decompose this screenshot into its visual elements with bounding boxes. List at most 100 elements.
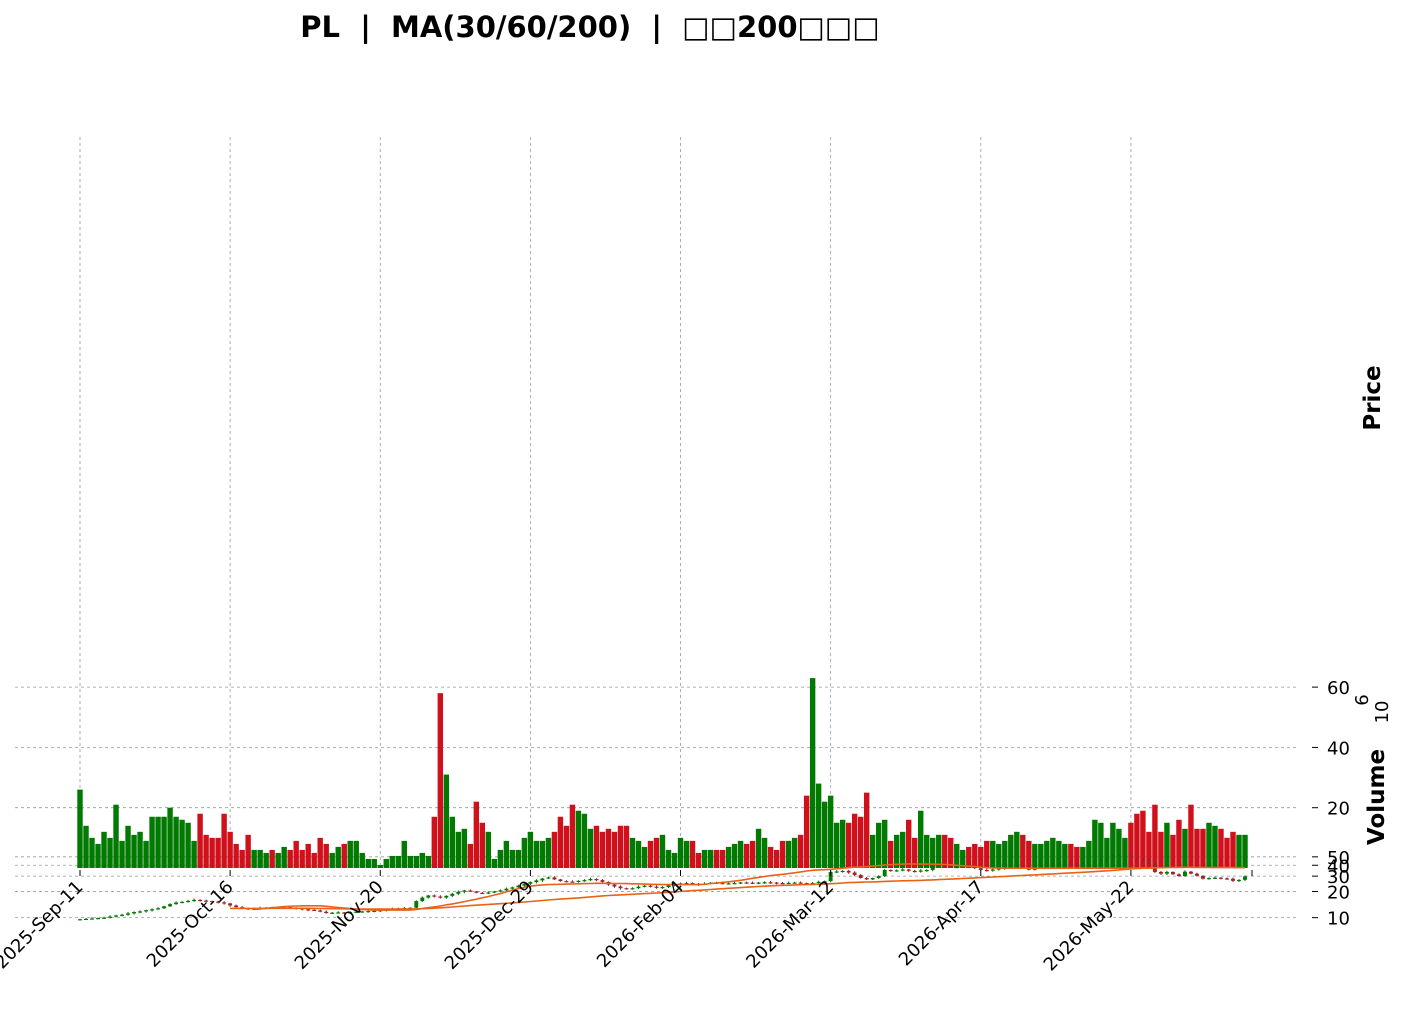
volume-bar <box>377 864 383 868</box>
candle-body <box>882 869 887 877</box>
candle-body <box>852 872 857 875</box>
candle-body <box>114 915 118 917</box>
candle-body <box>612 884 617 887</box>
volume-bar <box>1140 810 1146 868</box>
candle-body <box>1074 863 1079 865</box>
ma-long-line <box>230 866 1245 910</box>
volume-bar <box>1038 843 1044 868</box>
candle-body <box>984 869 989 872</box>
volume-bar <box>1092 819 1098 868</box>
volume-bar <box>1098 822 1104 868</box>
candle-body <box>876 876 881 879</box>
volume-bar <box>455 831 462 868</box>
moving-average-lines <box>230 863 1245 911</box>
candle-body <box>870 878 875 880</box>
volume-bar <box>323 843 329 868</box>
volume-bar <box>623 825 630 868</box>
volume-bar <box>131 834 137 868</box>
candle-body <box>144 910 149 912</box>
volume-bar <box>954 843 960 868</box>
candle-body <box>534 880 539 883</box>
volume-bar <box>179 819 185 868</box>
volume-bar <box>930 837 936 868</box>
volume-bar <box>773 849 780 868</box>
volume-bar <box>683 840 690 868</box>
volume-bar <box>149 816 155 868</box>
candle-body <box>1243 876 1247 880</box>
candle-body <box>432 895 437 897</box>
candle-body <box>960 866 965 868</box>
candle-body <box>1158 871 1163 874</box>
candlesticks <box>78 854 1247 921</box>
candle-body <box>564 881 569 883</box>
candle-body <box>888 869 893 872</box>
candle-body <box>312 909 317 912</box>
volume-bar <box>569 804 576 868</box>
candle-body <box>1189 871 1193 874</box>
candle-body <box>1170 871 1175 875</box>
volume-bar <box>1242 834 1248 868</box>
volume-bar <box>671 852 678 868</box>
volume-bar <box>1158 831 1164 868</box>
candle-body <box>774 882 779 884</box>
volume-bar <box>203 834 209 868</box>
volume-bar <box>881 819 888 868</box>
volume-bar <box>629 837 636 868</box>
candle-body <box>1237 879 1241 882</box>
volume-bar <box>1230 831 1236 868</box>
candle-body <box>198 899 203 902</box>
volume-bar <box>845 822 852 868</box>
volume-bar <box>383 858 389 868</box>
volume-bar <box>641 846 648 868</box>
candle-body <box>1038 865 1043 868</box>
volume-exponent: 6 <box>1352 694 1373 705</box>
volume-bar <box>305 843 311 868</box>
candle-body <box>366 911 371 913</box>
price-tick-label: 20 <box>1327 882 1350 903</box>
candle-body <box>1146 860 1151 863</box>
volume-bar <box>1116 828 1122 868</box>
candle-body <box>582 880 587 882</box>
candle-body <box>798 882 803 884</box>
candle-body <box>552 877 557 880</box>
candle-body <box>150 909 155 911</box>
volume-bar <box>155 816 161 868</box>
candle-body <box>498 890 503 892</box>
volume-bar <box>1164 822 1170 868</box>
volume-bar <box>173 816 179 868</box>
candle-body <box>540 878 545 881</box>
price-tick-label: 50 <box>1327 848 1350 869</box>
volume-bar <box>803 795 810 868</box>
volume-bar <box>563 825 570 868</box>
candle-body <box>756 882 761 884</box>
x-tick-label: 2026-Feb-04 <box>593 877 688 972</box>
volume-bar <box>545 837 552 868</box>
volume-bar <box>167 807 173 868</box>
candle-body <box>744 882 749 884</box>
volume-bar <box>1236 834 1242 868</box>
volume-bar <box>239 849 245 868</box>
volume-bar <box>1026 840 1032 868</box>
volume-bar <box>431 816 438 868</box>
volume-bar <box>1104 837 1110 868</box>
volume-bar <box>713 849 720 868</box>
grid-lines <box>15 137 1296 919</box>
volume-bar <box>527 831 534 868</box>
candle-body <box>846 870 851 873</box>
candle-body <box>1050 863 1055 866</box>
volume-bar <box>89 837 95 868</box>
volume-bar <box>701 849 708 868</box>
candle-body <box>1062 862 1067 865</box>
candle-body <box>342 912 347 914</box>
volume-bar <box>503 840 510 868</box>
volume-bar <box>906 819 912 868</box>
volume-bar <box>755 828 762 868</box>
candle-body <box>1128 855 1133 858</box>
volume-bar <box>1194 828 1200 868</box>
candle-body <box>906 869 911 871</box>
candle-body <box>456 891 461 894</box>
volume-bar <box>743 843 750 868</box>
volume-bar <box>827 795 834 868</box>
candle-body <box>510 887 515 889</box>
